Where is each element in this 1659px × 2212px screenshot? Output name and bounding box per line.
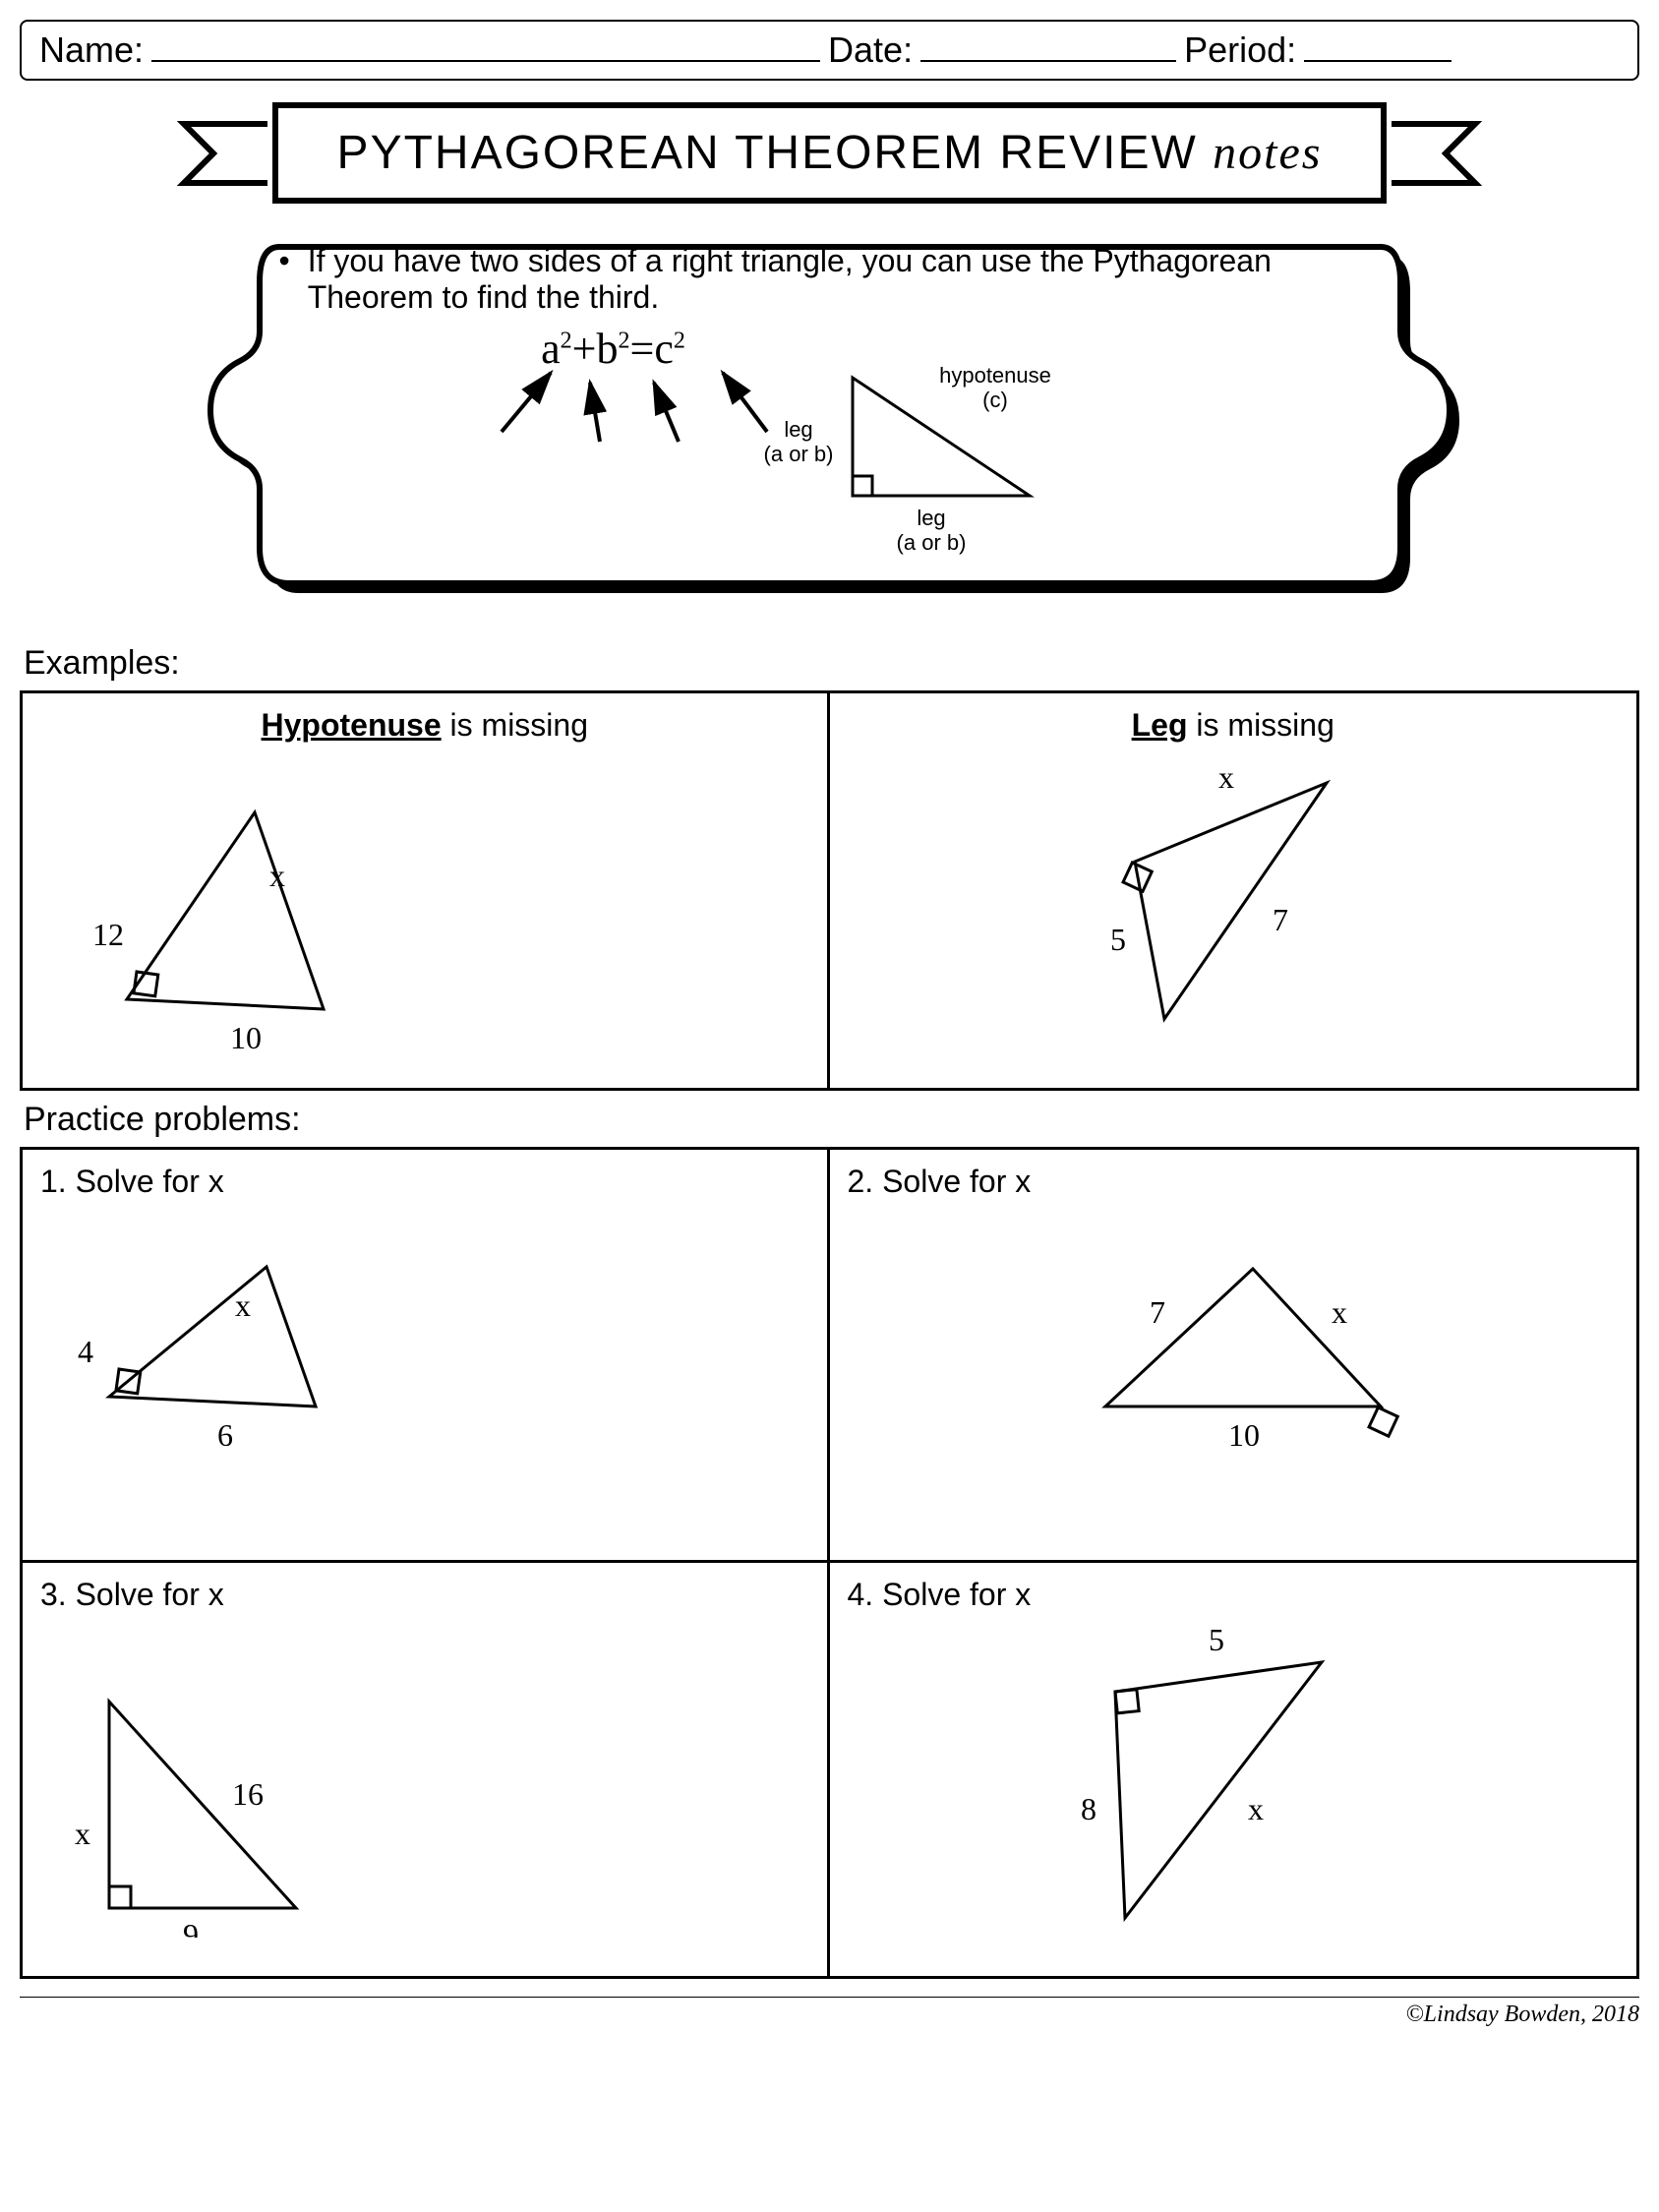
svg-text:8: 8 bbox=[1081, 1791, 1096, 1826]
banner-title-main: PYTHAGOREAN THEOREM REVIEW bbox=[337, 127, 1198, 179]
svg-text:7: 7 bbox=[1273, 902, 1288, 937]
examples-grid: Hypotenuse is missing 12 10 x Leg is mis… bbox=[20, 690, 1639, 1091]
example-cell: Hypotenuse is missing 12 10 x bbox=[23, 693, 830, 1088]
svg-text:16: 16 bbox=[232, 1776, 264, 1812]
title-banner: PYTHAGOREAN THEOREM REVIEW notes bbox=[20, 102, 1639, 204]
banner-left-tail-icon bbox=[174, 109, 272, 198]
example-triangle: 5 x 7 bbox=[846, 753, 1622, 1068]
info-plaque: • If you have two sides of a right trian… bbox=[20, 213, 1639, 627]
svg-text:x: x bbox=[75, 1816, 90, 1851]
banner-title-script: notes bbox=[1213, 127, 1322, 179]
example-cell: Leg is missing 5 x 7 bbox=[830, 693, 1637, 1088]
footer-copyright: ©Lindsay Bowden, 2018 bbox=[20, 1997, 1639, 2028]
practice-cell: 4. Solve for x 8 5 x bbox=[830, 1563, 1637, 1976]
practice-prompt: 3. Solve for x bbox=[40, 1577, 809, 1613]
date-blank[interactable] bbox=[920, 30, 1176, 62]
practice-prompt: 4. Solve for x bbox=[848, 1577, 1620, 1613]
svg-text:7: 7 bbox=[1150, 1294, 1165, 1330]
practice-cell: 1. Solve for x 4 6 x bbox=[23, 1150, 830, 1563]
practice-cell: 2. Solve for x 7 x 10 bbox=[830, 1150, 1637, 1563]
practice-triangle: x 9 16 bbox=[40, 1623, 809, 1938]
practice-triangle: 4 6 x bbox=[40, 1210, 809, 1446]
svg-text:x: x bbox=[269, 858, 285, 893]
examples-heading: Examples: bbox=[24, 644, 1639, 683]
info-bullet-text: If you have two sides of a right triangl… bbox=[308, 243, 1381, 316]
svg-text:x: x bbox=[1332, 1294, 1347, 1330]
svg-text:x: x bbox=[1218, 759, 1234, 795]
svg-text:5: 5 bbox=[1110, 922, 1126, 957]
practice-cell: 3. Solve for x x 9 16 bbox=[23, 1563, 830, 1976]
reference-triangle-icon: hypotenuse (c) leg (a or b) leg (a or b) bbox=[744, 324, 1118, 560]
svg-text:4: 4 bbox=[78, 1334, 93, 1369]
example-triangle: 12 10 x bbox=[38, 753, 811, 1058]
svg-text:10: 10 bbox=[1228, 1417, 1260, 1446]
period-blank[interactable] bbox=[1304, 30, 1452, 62]
svg-text:6: 6 bbox=[217, 1417, 233, 1446]
practice-prompt: 1. Solve for x bbox=[40, 1164, 809, 1200]
hyp-sub-label: (c) bbox=[982, 388, 1008, 412]
date-label: Date: bbox=[828, 30, 913, 71]
svg-text:9: 9 bbox=[183, 1917, 199, 1938]
leg-b-label: leg bbox=[917, 506, 945, 530]
svg-text:x: x bbox=[1248, 1791, 1264, 1826]
example-title: Hypotenuse is missing bbox=[38, 707, 811, 744]
svg-text:5: 5 bbox=[1209, 1623, 1224, 1657]
banner-right-tail-icon bbox=[1387, 109, 1485, 198]
banner-title-box: PYTHAGOREAN THEOREM REVIEW notes bbox=[272, 102, 1388, 204]
practice-heading: Practice problems: bbox=[24, 1101, 1639, 1139]
formula-arrows-icon bbox=[482, 343, 777, 461]
example-title: Leg is missing bbox=[846, 707, 1622, 744]
leg-a-label: leg bbox=[784, 417, 812, 442]
practice-prompt: 2. Solve for x bbox=[848, 1164, 1620, 1200]
practice-grid: 1. Solve for x 4 6 x 2. Solve for x 7 x … bbox=[20, 1147, 1639, 1979]
period-label: Period: bbox=[1184, 30, 1296, 71]
bullet-icon: • bbox=[279, 243, 290, 316]
practice-triangle: 8 5 x bbox=[848, 1623, 1620, 1947]
svg-text:12: 12 bbox=[92, 917, 124, 952]
practice-triangle: 7 x 10 bbox=[848, 1210, 1620, 1446]
leg-b-sub: (a or b) bbox=[896, 530, 966, 555]
svg-text:x: x bbox=[235, 1287, 251, 1323]
header-fields: Name: Date: Period: bbox=[20, 20, 1639, 81]
hyp-label: hypotenuse bbox=[939, 363, 1051, 388]
name-blank[interactable] bbox=[151, 30, 820, 62]
name-label: Name: bbox=[39, 30, 144, 71]
svg-text:10: 10 bbox=[230, 1020, 262, 1055]
